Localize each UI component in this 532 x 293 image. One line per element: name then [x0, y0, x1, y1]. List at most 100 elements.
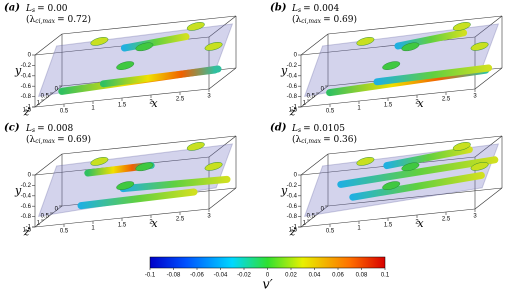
x-tick-label: 0.5 [326, 109, 335, 115]
vortex-blob [116, 181, 135, 190]
z-axis-label: z [23, 106, 30, 119]
x-tick-label: 0.5 [60, 109, 69, 115]
box-edge [300, 85, 329, 108]
x-tick-label: 2.5 [176, 217, 185, 223]
colorbar-tick-label: 0.04 [309, 273, 321, 279]
y-tick-label: -0.2 [21, 63, 32, 69]
lambda-sub: ci,max [35, 138, 55, 145]
y-tick-label: -0.4 [287, 73, 298, 79]
param-symbol: L [291, 124, 298, 134]
y-tick-label: -0.2 [21, 183, 32, 189]
box-edge [208, 15, 237, 38]
x-tick-label: 1 [357, 106, 361, 112]
lambda-symbol: (λ [292, 14, 302, 25]
vortex-tube [349, 171, 485, 201]
isosurface [37, 143, 234, 218]
vortex-tube [119, 175, 231, 193]
x-tick-label: 1 [91, 106, 95, 112]
box-edge [34, 85, 63, 108]
lambda-sub: ci,max [301, 18, 321, 25]
box-edge [34, 205, 63, 228]
y-tick-label: -0.2 [287, 183, 298, 189]
z-tick-label: 0.5 [307, 214, 316, 220]
box-edge [327, 15, 503, 35]
box-edge [208, 187, 237, 210]
lambda-sub: ci,max [35, 18, 55, 25]
y-axis-label: y [14, 64, 22, 77]
z-tick-label: 1.5 [289, 228, 298, 234]
x-tick-label: 1.5 [118, 223, 127, 229]
y-tick-label: -0.6 [21, 204, 32, 210]
lambda-eq: = 0.72) [57, 14, 91, 25]
colorbar-tick-label: 0.08 [356, 273, 368, 279]
box-edge [61, 15, 237, 35]
z-tick-label: 1.5 [23, 228, 32, 234]
colorbar-label: v′ [262, 278, 272, 293]
lambda-symbol: (λ [292, 134, 302, 145]
panel-lambda: (λci,max = 0.36) [292, 134, 357, 145]
y-tick-label: 0 [294, 173, 298, 179]
x-tick-label: 2.5 [442, 97, 451, 103]
param-eq: = 0.0105 [303, 124, 345, 134]
panel: 0-0.2-0.4-0.6-0.8-100.511.5 0.5 1 1.5 2 2.5 3y… [270, 3, 503, 119]
param-sub: s [32, 127, 35, 134]
box-edge [474, 15, 503, 38]
x-tick-label: 2 [149, 220, 153, 226]
colorbar-tick-label: 0.06 [332, 273, 344, 279]
y-axis-label: y [14, 184, 22, 197]
box-edge [474, 67, 503, 90]
box-edge [300, 33, 329, 56]
colorbar-tick-label: -0.02 [237, 273, 251, 279]
x-tick-label: 2 [415, 220, 419, 226]
box-edge [34, 153, 63, 176]
y-tick-label: -0.4 [21, 193, 32, 199]
box-edge [300, 153, 329, 176]
panel-param: Ls = 0.008 [25, 124, 74, 134]
vortex-blob [452, 142, 471, 151]
param-symbol: L [291, 4, 298, 14]
y-tick-label: -0.8 [287, 214, 298, 220]
vortex-tube [77, 188, 198, 210]
x-axis-label: x [151, 97, 158, 110]
vortex-blob [116, 61, 135, 70]
vortex-blob [90, 157, 109, 166]
y-tick-label: 0 [28, 173, 32, 179]
vortex-blob [204, 42, 223, 51]
x-tick-label: 1.5 [118, 103, 127, 109]
panel: 0-0.2-0.4-0.6-0.8-100.511.5 0.5 1 1.5 2 2.5 3y… [4, 3, 237, 119]
x-tick-label: 3 [207, 94, 211, 100]
panel-param: Ls = 0.004 [291, 4, 340, 14]
param-symbol: L [25, 4, 32, 14]
box-edge [327, 135, 503, 155]
panel-label: (d) [270, 123, 287, 134]
isosurface [37, 23, 234, 98]
z-tick-label: 0 [55, 207, 59, 213]
param-symbol: L [25, 124, 32, 134]
vortex-blob [382, 61, 401, 70]
panel-lambda: (λci,max = 0.69) [292, 14, 357, 25]
vortex-tube [337, 156, 499, 188]
x-axis-label: x [151, 217, 158, 230]
x-tick-label: 2.5 [176, 97, 185, 103]
x-tick-label: 0.5 [326, 229, 335, 235]
x-tick-label: 2 [149, 100, 153, 106]
y-axis-label: y [280, 64, 288, 77]
panel-param: Ls = 0.00 [25, 4, 68, 14]
z-tick-label: 0.5 [41, 94, 50, 100]
vortex-blob [470, 42, 489, 51]
lambda-symbol: (λ [26, 134, 36, 145]
z-axis-label: z [289, 226, 296, 239]
lambda-eq: = 0.36) [323, 134, 357, 145]
box-edge [34, 33, 63, 56]
lambda-sub: ci,max [301, 138, 321, 145]
vortex-blob [204, 162, 223, 171]
vortex-tube [383, 146, 473, 170]
vortex-blob [452, 22, 471, 31]
y-tick-label: -0.6 [21, 84, 32, 90]
z-axis-label: z [289, 106, 296, 119]
colorbar-tick-label: -0.06 [190, 273, 204, 279]
param-eq: = 0.004 [303, 4, 339, 14]
panel: 0-0.2-0.4-0.6-0.8-100.511.5 0.5 1 1.5 2 2.5 3y… [4, 123, 237, 239]
vortex-blob [186, 142, 205, 151]
